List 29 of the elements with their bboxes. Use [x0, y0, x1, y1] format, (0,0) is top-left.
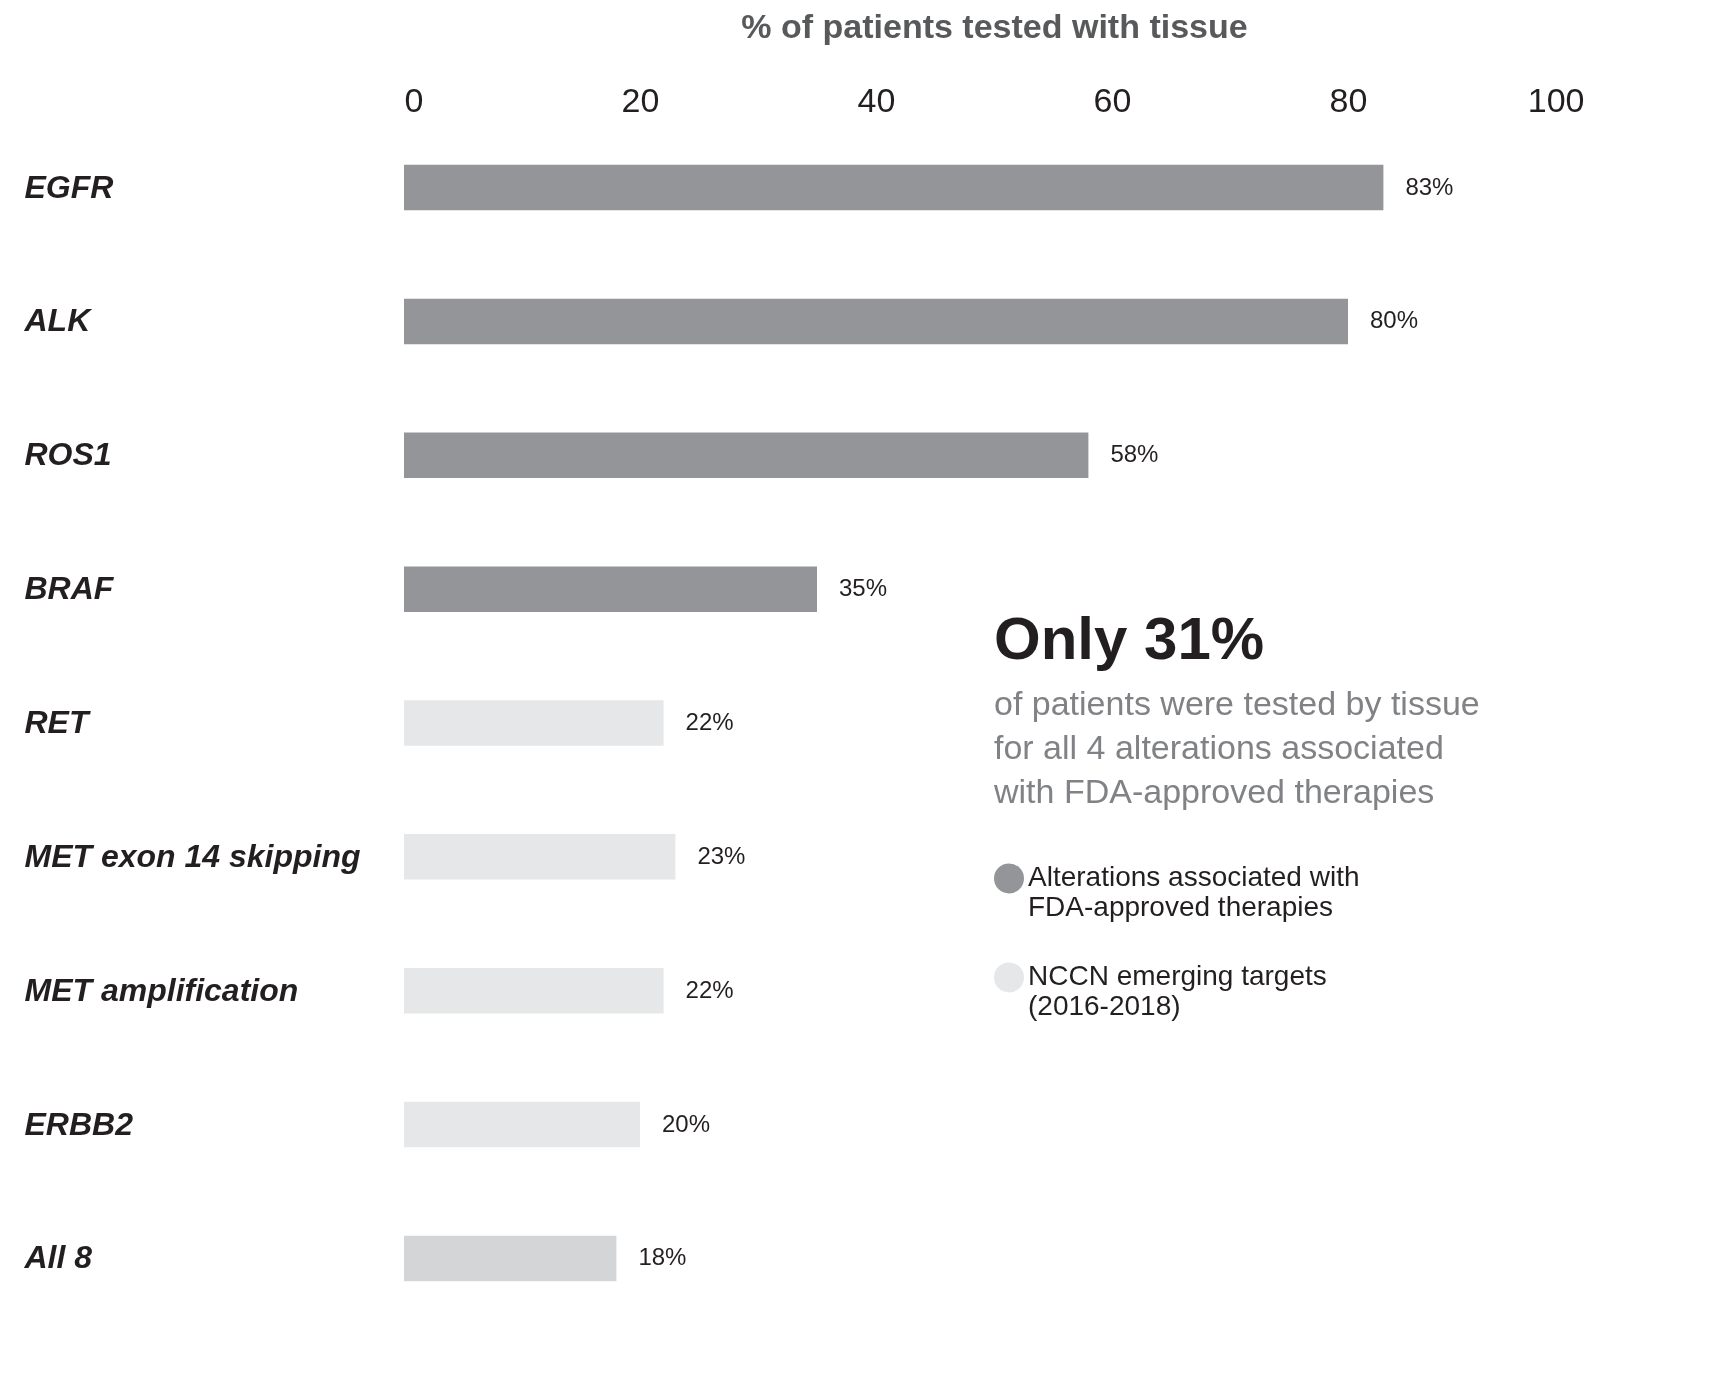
y-tick-label: MET amplification	[24, 971, 299, 1008]
x-tick-label: 20	[621, 80, 660, 119]
y-tick-label: RET	[24, 704, 91, 740]
legend-label: NCCN emerging targets (2016-2018)	[1028, 960, 1327, 1022]
annotation: Only 31%	[994, 604, 1265, 672]
data-label: 22%	[685, 708, 734, 735]
x-tick-label: 0	[404, 80, 424, 119]
legend-label: Alterations associated with FDA-approved therapies	[1028, 861, 1360, 923]
x-tick-label: 100	[1527, 80, 1585, 119]
x-axis-title: % of patients tested with tissue	[741, 6, 1248, 45]
data-label: 35%	[839, 574, 888, 602]
x-tick-label: 80	[1329, 80, 1368, 119]
y-tick-label: EGFR	[24, 168, 114, 205]
y-tick-label: ROS1	[24, 436, 112, 473]
data-label: 20%	[662, 1109, 711, 1137]
y-tick-label: MET exon 14 skipping	[24, 837, 361, 874]
data-label: 83%	[1405, 172, 1454, 200]
data-label: 22%	[685, 975, 734, 1003]
y-tick-label: All 8	[23, 1239, 93, 1276]
data-label: 58%	[1110, 440, 1159, 468]
y-tick-label: BRAF	[24, 570, 115, 607]
data-label: 18%	[638, 1243, 687, 1271]
x-tick-label: 60	[1093, 80, 1132, 119]
y-tick-label: ERBB2	[24, 1105, 134, 1142]
annotation: of patients were tested by tissue for all 4 alterations associated with FDA-approved therapies	[993, 683, 1480, 810]
x-tick-label: 40	[857, 80, 896, 119]
data-label: 23%	[697, 841, 746, 869]
y-tick-label: ALK	[23, 302, 94, 339]
data-label: 80%	[1370, 306, 1419, 334]
